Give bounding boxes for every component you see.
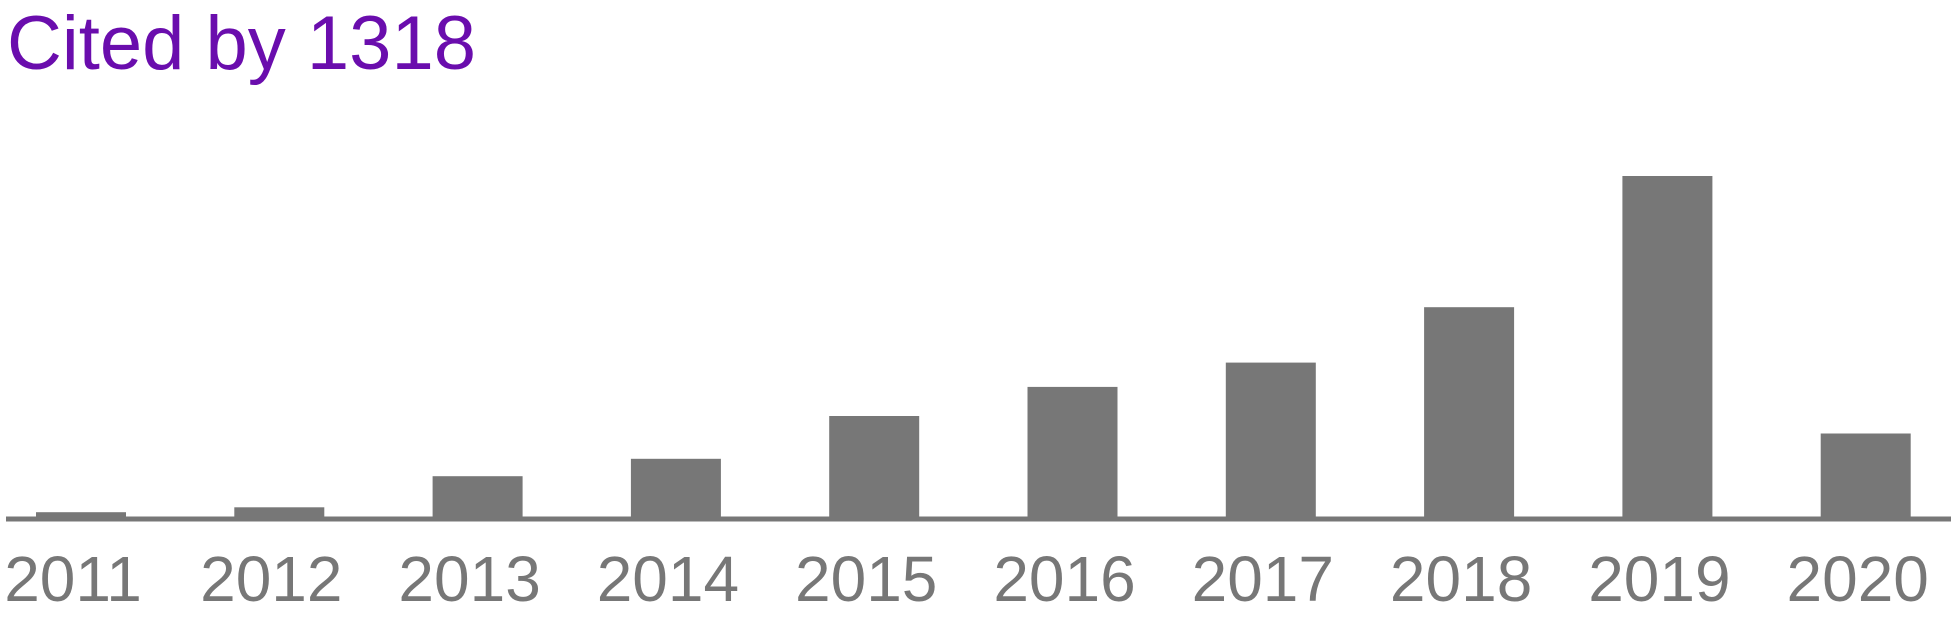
x-tick-label-2011: 2011	[4, 543, 142, 615]
x-tick-label-2014: 2014	[597, 543, 739, 615]
bar-2018[interactable]	[1424, 307, 1515, 519]
x-tick-label-2020: 2020	[1787, 543, 1929, 615]
bar-2015[interactable]	[829, 416, 920, 519]
x-tick-label-2016: 2016	[993, 543, 1135, 615]
bar-2020[interactable]	[1820, 433, 1911, 520]
x-tick-label-2018: 2018	[1390, 543, 1532, 615]
x-tick-label-2015: 2015	[795, 543, 937, 615]
x-tick-label-2013: 2013	[398, 543, 540, 615]
bar-2012[interactable]	[234, 507, 325, 519]
x-tick-label-2017: 2017	[1192, 543, 1334, 615]
x-tick-labels-group: 2011 2012 2013 2014 2015 2016 2017 2018 2019 2020	[4, 543, 1929, 615]
bar-2011[interactable]	[36, 512, 126, 519]
x-tick-label-2019: 2019	[1588, 543, 1730, 615]
bar-2014[interactable]	[630, 458, 721, 519]
bar-2017[interactable]	[1225, 362, 1316, 519]
x-tick-label-2012: 2012	[200, 543, 342, 615]
bar-2013[interactable]	[432, 476, 523, 519]
bar-2019[interactable]	[1622, 176, 1713, 519]
chart-title: Cited by 1318	[7, 1, 476, 86]
bars-group	[36, 176, 1911, 519]
bar-2016[interactable]	[1027, 386, 1118, 519]
